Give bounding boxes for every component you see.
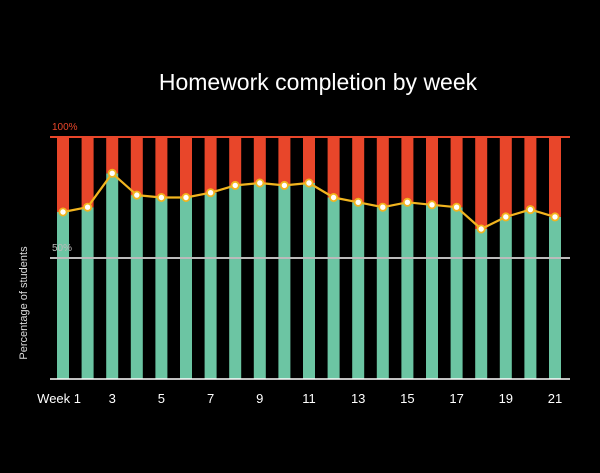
bar-completed-week-5: [155, 197, 168, 379]
completion-point-week-8: [230, 180, 240, 190]
bar-not-completed-week-14: [376, 137, 389, 208]
bars-layer: [57, 137, 561, 379]
x-tick-label-19: 19: [499, 391, 513, 406]
bar-not-completed-week-4: [130, 137, 143, 196]
completion-point-week-9: [255, 178, 265, 188]
bar-completed-week-19: [499, 216, 512, 379]
bar-not-completed-week-15: [401, 137, 414, 203]
x-tick-label-5: 5: [158, 391, 165, 406]
x-tick-labels-layer: Week 1 3 5 7 9 11 13 15 17 19 21: [37, 391, 562, 406]
bar-not-completed-week-7: [204, 137, 217, 193]
completion-point-week-17: [452, 202, 462, 212]
bar-completed-week-13: [352, 202, 365, 379]
bar-not-completed-week-21: [549, 137, 561, 217]
bar-completed-week-18: [475, 229, 488, 379]
bar-not-completed-week-19: [499, 137, 512, 217]
completion-line-layer: [58, 168, 560, 234]
bar-not-completed-week-9: [253, 137, 266, 183]
completion-point-week-2: [83, 202, 93, 212]
completion-point-week-13: [353, 197, 363, 207]
bar-not-completed-week-18: [475, 137, 488, 229]
completion-point-week-14: [378, 202, 388, 212]
x-tick-label-11: 11: [302, 391, 316, 406]
bar-not-completed-week-10: [278, 137, 291, 186]
completion-point-week-11: [304, 178, 314, 188]
bar-completed-week-16: [426, 204, 438, 379]
completion-point-week-4: [132, 190, 142, 200]
bar-completed-week-6: [180, 197, 192, 379]
completion-point-week-12: [329, 192, 339, 202]
completion-point-week-5: [156, 192, 166, 202]
completion-point-week-3: [107, 168, 117, 178]
bar-completed-week-4: [130, 195, 143, 379]
bar-not-completed-week-1: [57, 137, 69, 212]
bar-not-completed-week-13: [352, 137, 365, 203]
bar-completed-week-15: [401, 202, 414, 379]
x-tick-label-9: 9: [256, 391, 263, 406]
completion-point-week-10: [279, 180, 289, 190]
x-tick-label-1: Week 1: [37, 391, 81, 406]
bar-not-completed-week-17: [450, 137, 463, 208]
bar-not-completed-week-16: [426, 137, 438, 205]
bar-completed-week-12: [327, 197, 340, 379]
bar-completed-week-9: [253, 183, 266, 379]
bar-not-completed-week-5: [155, 137, 168, 198]
x-tick-label-21: 21: [548, 391, 562, 406]
bar-not-completed-week-6: [180, 137, 192, 198]
x-tick-label-3: 3: [109, 391, 116, 406]
bar-completed-week-2: [81, 207, 94, 379]
completion-point-week-16: [427, 200, 437, 210]
completion-point-week-18: [476, 224, 486, 234]
completion-point-week-7: [206, 188, 216, 198]
bar-completed-week-11: [303, 183, 315, 379]
x-tick-label-15: 15: [400, 391, 414, 406]
x-tick-label-17: 17: [449, 391, 463, 406]
bar-completed-week-14: [376, 207, 389, 379]
bar-completed-week-8: [229, 185, 242, 379]
completion-point-week-1: [58, 207, 68, 217]
bar-completed-week-7: [204, 192, 217, 379]
completion-point-week-15: [402, 197, 412, 207]
completion-point-week-6: [181, 192, 191, 202]
bar-not-completed-week-8: [229, 137, 242, 186]
bar-not-completed-week-12: [327, 137, 340, 198]
y-axis-label: Percentage of students: [18, 246, 30, 360]
chart-title: Homework completion by week: [159, 69, 478, 95]
completion-point-week-21: [550, 212, 560, 222]
reference-lines-layer: 100% 50%: [50, 122, 570, 380]
bar-not-completed-week-20: [524, 137, 537, 210]
bar-not-completed-week-3: [106, 137, 119, 174]
reference-line-label-100: 100%: [52, 122, 78, 133]
bar-completed-week-21: [549, 216, 561, 379]
completion-point-week-19: [501, 212, 511, 222]
x-tick-label-13: 13: [351, 391, 365, 406]
x-tick-label-7: 7: [207, 391, 214, 406]
bar-completed-week-1: [57, 212, 69, 379]
bar-completed-week-10: [278, 185, 291, 379]
bar-not-completed-week-2: [81, 137, 94, 208]
reference-line-label-50: 50%: [52, 243, 72, 254]
bar-completed-week-17: [450, 207, 463, 379]
bar-completed-week-20: [524, 209, 537, 379]
bar-completed-week-3: [106, 173, 119, 379]
completion-point-week-20: [525, 205, 535, 215]
bar-not-completed-week-11: [303, 137, 315, 183]
